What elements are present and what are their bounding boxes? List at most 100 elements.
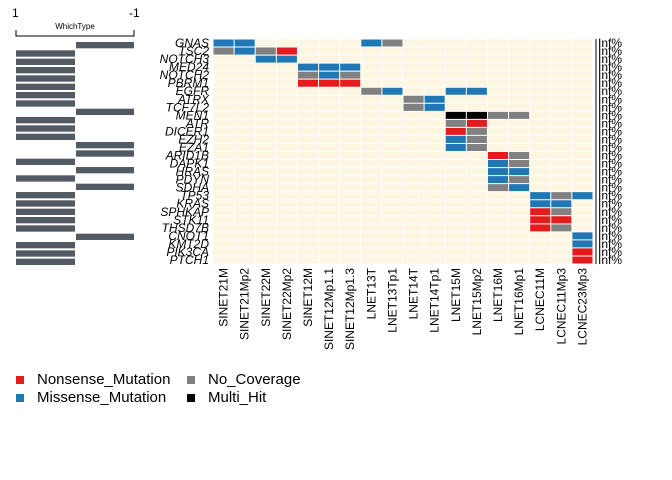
gene-label-sphkap: SPHKAP bbox=[160, 205, 209, 219]
right-label-eza1: Inf% bbox=[598, 140, 622, 154]
side-bar-5 bbox=[16, 83, 75, 90]
cell-dapk1-lnet16m bbox=[487, 159, 509, 168]
sample-label-lnet13t: LNET13T bbox=[364, 267, 378, 319]
cell-tp53-lcnec23mp3 bbox=[571, 191, 593, 200]
side-bar-0 bbox=[76, 42, 134, 49]
gene-label-med24: MED24 bbox=[169, 60, 209, 74]
gene-label-thsd7b: THSD7B bbox=[162, 221, 209, 235]
gene-label-gnas: GNAS bbox=[175, 36, 209, 50]
sample-label-sinet22m: SINET22M bbox=[259, 268, 273, 327]
sample-label-lnet13tp1: LNET13Tp1 bbox=[385, 268, 399, 333]
cell-egfr-lnet13t bbox=[360, 87, 382, 96]
right-label-tp53: Inf% bbox=[598, 189, 622, 203]
side-scale-left: 1 bbox=[12, 6, 19, 20]
cell-egfr-lnet13tp1 bbox=[381, 87, 403, 96]
cell-atrx-lnet14tp1 bbox=[424, 95, 446, 104]
gene-label-pdyn: PDYN bbox=[176, 173, 210, 187]
sample-label-lnet16m: LNET16M bbox=[491, 268, 505, 322]
sample-label-lcnec23mp3: LCNEC23Mp3 bbox=[575, 268, 589, 346]
cell-thsd7b-lcnec11m bbox=[529, 223, 551, 232]
cell-tp53-lcnec11m bbox=[529, 191, 551, 200]
cell-dicer1-lnet15mp2 bbox=[466, 127, 488, 136]
gene-label-pbrm1: PBRM1 bbox=[168, 76, 209, 90]
cell-stk11-lcnec11m bbox=[529, 215, 551, 224]
cell-men1-lnet16m bbox=[487, 111, 509, 120]
side-panel-bracket bbox=[15, 30, 135, 37]
side-bar-1 bbox=[16, 50, 75, 57]
side-bar-8 bbox=[76, 108, 134, 115]
gene-label-men1: MEN1 bbox=[176, 108, 209, 122]
sample-label-lnet15m: LNET15M bbox=[449, 268, 463, 322]
cell-pdyn-lnet16mp1 bbox=[508, 175, 530, 184]
cell-med24-sinet12mp1-3 bbox=[339, 63, 361, 72]
gene-label-tsc2: TSC2 bbox=[178, 44, 209, 58]
side-bar-14 bbox=[16, 158, 75, 165]
legend-swatch-nonsense bbox=[16, 376, 24, 384]
gene-label-kmt2d: KMT2D bbox=[168, 237, 209, 251]
side-bar-10 bbox=[16, 125, 75, 132]
side-bar-12 bbox=[76, 142, 134, 149]
cell-tsc2-sinet22mp2 bbox=[276, 47, 298, 56]
cell-dicer1-lnet15m bbox=[445, 127, 467, 136]
side-panel-title: WhichType bbox=[55, 22, 95, 31]
legend-label-multi-hit: Multi_Hit bbox=[208, 389, 267, 406]
side-bar-25 bbox=[16, 250, 75, 257]
cell-notch2-sinet12m bbox=[297, 71, 319, 80]
right-label-egfr: Inf% bbox=[598, 84, 622, 98]
cell-gnas-lnet13t bbox=[360, 39, 382, 48]
cell-stk11-lcnec11mp3 bbox=[550, 215, 572, 224]
cell-egfr-lnet15m bbox=[445, 87, 467, 96]
right-label-hras: Inf% bbox=[598, 165, 622, 179]
cell-pbrm1-sinet12m bbox=[297, 79, 319, 88]
gene-label-sdha: SDHA bbox=[176, 181, 209, 195]
sample-label-lcnec11m: LCNEC11M bbox=[533, 268, 547, 331]
side-bar-3 bbox=[16, 67, 75, 74]
right-label-kras: Inf% bbox=[598, 197, 622, 211]
gene-label-stk11: STK11 bbox=[173, 213, 209, 227]
cell-gnas-sinet21mp2 bbox=[234, 39, 256, 48]
gene-label-ptch1: PTCH1 bbox=[170, 253, 209, 267]
gene-label-tp53: TP53 bbox=[180, 189, 209, 203]
gene-label-cnot1: CNOT1 bbox=[168, 229, 209, 243]
side-bar-20 bbox=[16, 208, 75, 215]
gene-label-arid1b: ARID1B bbox=[165, 149, 209, 163]
legend-swatch-no-coverage bbox=[187, 376, 195, 384]
cell-pdyn-lnet16m bbox=[487, 175, 509, 184]
cell-atr-lnet15m bbox=[445, 119, 467, 128]
right-label-stk11: Inf% bbox=[598, 213, 622, 227]
side-bar-18 bbox=[16, 192, 75, 199]
right-label-atrx: Inf% bbox=[598, 92, 622, 106]
side-bar-24 bbox=[16, 242, 75, 249]
cell-dapk1-lnet16mp1 bbox=[508, 159, 530, 168]
gene-label-tcf7l2: TCF7L2 bbox=[166, 100, 210, 114]
cell-kmt2d-lcnec23mp3 bbox=[571, 239, 593, 248]
right-label-gnas: Inf% bbox=[598, 36, 622, 50]
gene-label-egfr: EGFR bbox=[176, 84, 210, 98]
sample-label-sinet21mp2: SINET21Mp2 bbox=[238, 268, 252, 340]
sample-label-lcnec11mp3: LCNEC11Mp3 bbox=[554, 268, 568, 345]
right-label-arid1b: Inf% bbox=[598, 149, 622, 163]
sample-label-sinet12m: SINET12M bbox=[301, 268, 315, 327]
cell-ezh2-lnet15mp2 bbox=[466, 135, 488, 144]
cell-gnas-sinet21m bbox=[213, 39, 235, 48]
side-bar-15 bbox=[76, 167, 134, 174]
gene-label-eza1: EZA1 bbox=[179, 140, 209, 154]
side-bar-9 bbox=[16, 117, 75, 124]
gene-label-dicer1: DICER1 bbox=[165, 124, 209, 138]
sample-label-sinet22mp2: SINET22Mp2 bbox=[280, 268, 294, 340]
right-label-pdyn: Inf% bbox=[598, 173, 622, 187]
right-label-notch3: Inf% bbox=[598, 52, 622, 66]
cell-tsc2-sinet21mp2 bbox=[234, 47, 256, 56]
side-bar-21 bbox=[16, 217, 75, 224]
gene-label-dapk1: DAPK1 bbox=[170, 157, 209, 171]
cell-notch2-sinet12mp1-1 bbox=[318, 71, 340, 80]
side-scale-right: -1 bbox=[129, 6, 140, 20]
right-label-dicer1: Inf% bbox=[598, 124, 622, 138]
cell-ezh2-lnet15m bbox=[445, 135, 467, 144]
gene-label-pik3ca: PIK3CA bbox=[166, 245, 209, 259]
cell-kras-lcnec11m bbox=[529, 199, 551, 208]
sample-label-lnet15mp2: LNET15Mp2 bbox=[470, 268, 484, 336]
gene-label-hras: HRAS bbox=[176, 165, 209, 179]
side-bar-2 bbox=[16, 58, 75, 65]
right-label-atr: Inf% bbox=[598, 116, 622, 130]
